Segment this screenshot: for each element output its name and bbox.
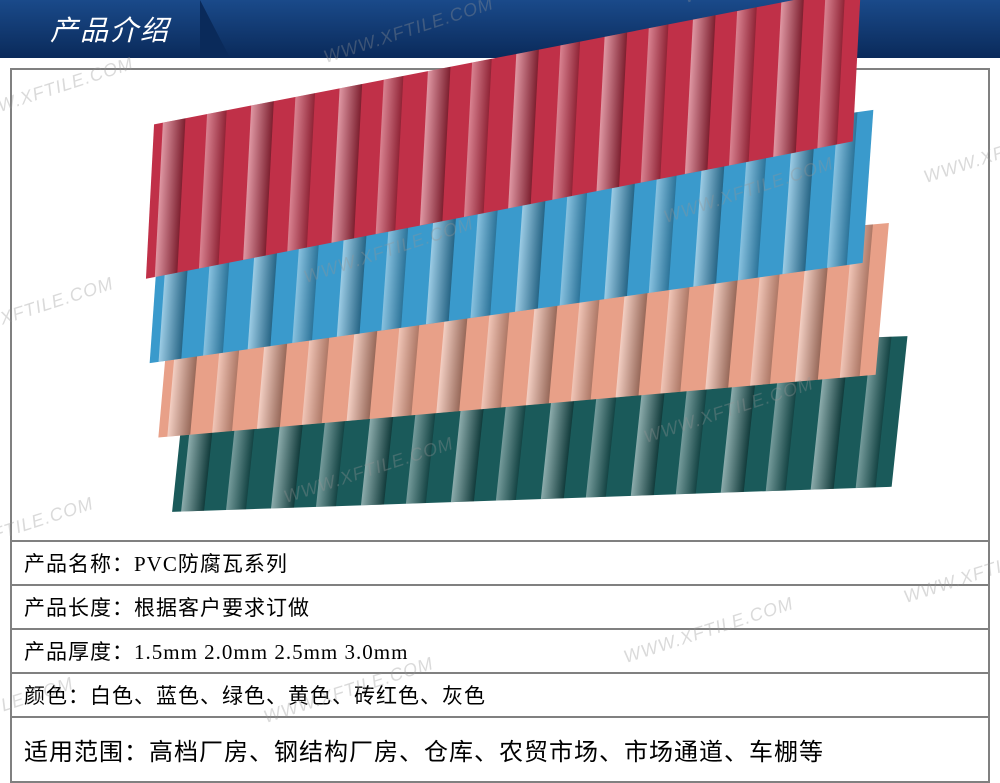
spec-value: 1.5mm 2.0mm 2.5mm 3.0mm xyxy=(134,640,408,664)
spec-row-name: 产品名称：PVC防腐瓦系列 xyxy=(10,542,990,586)
spec-label: 产品名称： xyxy=(24,552,134,576)
spec-row-thickness: 产品厚度：1.5mm 2.0mm 2.5mm 3.0mm xyxy=(10,630,990,674)
spec-row-color: 颜色：白色、蓝色、绿色、黄色、砖红色、灰色 xyxy=(10,674,990,718)
tile-stack xyxy=(120,87,880,507)
spec-label: 颜色： xyxy=(24,684,90,708)
spec-value: PVC防腐瓦系列 xyxy=(134,552,288,576)
spec-row-length: 产品长度：根据客户要求订做 xyxy=(10,586,990,630)
product-image-area xyxy=(10,68,990,542)
spec-row-usage: 适用范围：高档厂房、钢结构厂房、仓库、农贸市场、市场通道、车棚等 xyxy=(10,718,990,783)
spec-label: 适用范围： xyxy=(24,740,149,766)
spec-label: 产品长度： xyxy=(24,596,134,620)
header-tab: 产品介绍 xyxy=(30,0,200,58)
spec-value: 根据客户要求订做 xyxy=(134,596,310,620)
spec-value: 白色、蓝色、绿色、黄色、砖红色、灰色 xyxy=(90,684,486,708)
spec-table: 产品名称：PVC防腐瓦系列 产品长度：根据客户要求订做 产品厚度：1.5mm 2… xyxy=(10,542,990,783)
page-title: 产品介绍 xyxy=(50,9,170,49)
spec-label: 产品厚度： xyxy=(24,640,134,664)
spec-value: 高档厂房、钢结构厂房、仓库、农贸市场、市场通道、车棚等 xyxy=(149,740,824,766)
